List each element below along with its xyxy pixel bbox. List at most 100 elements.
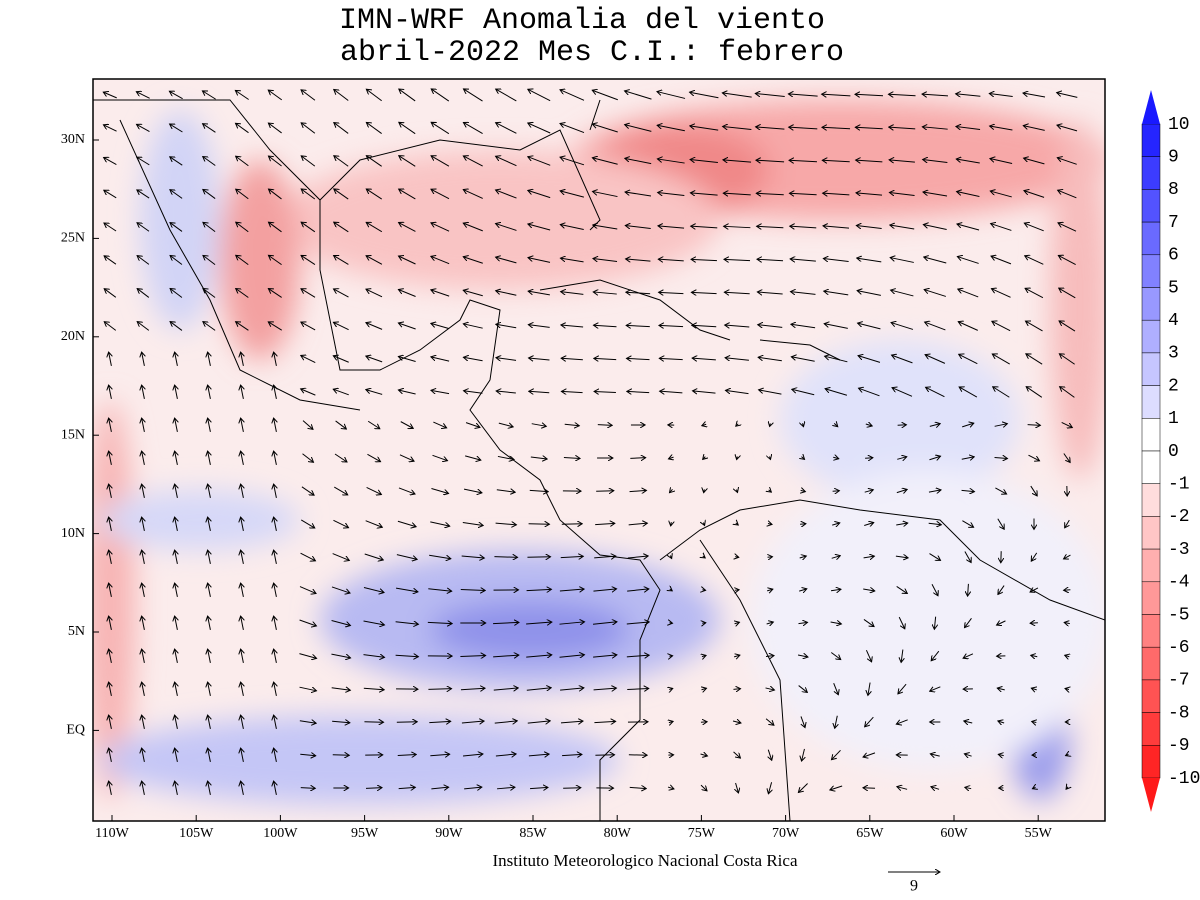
wind-vector <box>301 222 316 233</box>
colorbar-box <box>1141 319 1161 354</box>
wind-vector <box>626 655 649 657</box>
colorbar-label: -1 <box>1168 474 1190 494</box>
colorbar-label: 9 <box>1168 147 1179 167</box>
wind-vector <box>334 89 349 101</box>
lat-label: 30N <box>61 132 85 147</box>
wind-vector <box>528 258 551 263</box>
wind-vector <box>790 226 817 228</box>
wind-vector <box>856 226 882 229</box>
wind-vector <box>142 484 145 498</box>
wind-vector <box>241 385 244 399</box>
wind-vector <box>302 420 313 430</box>
wind-vector <box>563 458 580 459</box>
subtitle: abril-2022 Mes C.I.: febrero <box>340 36 844 70</box>
wind-vector <box>855 94 884 95</box>
wind-vector <box>560 225 584 230</box>
wind-vector <box>993 387 1010 398</box>
wind-vector <box>1024 191 1045 198</box>
wind-vector <box>669 721 673 722</box>
wind-vector <box>109 781 112 795</box>
wind-vector <box>735 590 739 591</box>
wind-vector <box>463 324 483 329</box>
wind-vector <box>463 257 483 264</box>
wind-vector <box>203 189 216 199</box>
wind-vector <box>670 589 672 591</box>
wind-vector <box>104 157 117 165</box>
wind-vector <box>496 291 517 296</box>
wind-vector <box>1058 223 1077 232</box>
wind-vector <box>934 616 935 630</box>
wind-vector <box>208 517 211 531</box>
wind-vector <box>1060 387 1075 398</box>
wind-vector <box>109 385 112 399</box>
wind-vector <box>593 191 618 198</box>
wind-vector <box>427 622 452 623</box>
wind-vector <box>365 520 383 528</box>
title: IMN-WRF Anomalia del viento <box>339 4 825 38</box>
wind-vector <box>594 556 616 558</box>
wind-vector <box>463 357 483 362</box>
colorbar-bottom <box>1142 778 1160 812</box>
wind-vector <box>301 189 316 200</box>
wind-vector <box>801 490 806 491</box>
wind-vector <box>832 491 840 492</box>
wind-vector <box>460 688 485 690</box>
wind-vector <box>170 190 183 199</box>
wind-vector <box>428 689 451 690</box>
wind-vector <box>998 721 1005 723</box>
wind-vector <box>241 649 244 663</box>
wind-vector <box>109 583 112 597</box>
map-field <box>93 79 1105 821</box>
wind-vector <box>241 748 244 762</box>
lon-label: 85W <box>519 826 547 841</box>
wind-vector <box>1027 425 1041 426</box>
map-frame <box>92 78 1106 822</box>
wind-vector <box>625 192 652 197</box>
wind-vector <box>929 424 940 427</box>
wind-vector <box>723 160 752 162</box>
wind-vector <box>898 616 905 629</box>
colorbar-label: -9 <box>1168 736 1190 756</box>
wind-vector <box>202 91 216 100</box>
wind-vector <box>175 748 178 762</box>
wind-vector <box>109 616 112 630</box>
wind-vector <box>142 616 145 630</box>
wind-vector <box>998 585 1005 595</box>
wind-vector <box>1064 590 1071 591</box>
wind-vector <box>1032 787 1035 788</box>
wind-vector <box>560 90 585 101</box>
wind-vector <box>799 556 807 558</box>
wind-vector <box>496 190 517 199</box>
wind-vector <box>1024 223 1044 232</box>
wind-vector <box>831 749 841 759</box>
wind-vector <box>1057 158 1077 165</box>
colorbar-label: 5 <box>1168 278 1179 298</box>
wind-vector <box>366 487 382 494</box>
wind-vector <box>268 289 282 298</box>
wind-vector <box>241 583 244 597</box>
wind-vector <box>723 126 752 131</box>
wind-vector <box>334 189 349 200</box>
wind-vector <box>142 715 145 729</box>
wind-vector <box>528 291 550 296</box>
wind-vector <box>241 352 244 366</box>
wind-vector <box>890 258 914 263</box>
wind-vector <box>737 457 738 460</box>
wind-vector <box>825 389 848 396</box>
wind-vector <box>241 451 244 465</box>
wind-vector <box>528 123 551 134</box>
lat-label: 25N <box>61 231 85 246</box>
colorbar-box <box>1141 156 1161 190</box>
wind-vector <box>625 226 651 229</box>
wind-vector <box>142 352 145 366</box>
colorbar-box <box>1141 646 1161 681</box>
wind-vector <box>300 788 316 789</box>
wind-vector <box>863 589 875 591</box>
wind-vector <box>366 89 382 102</box>
wind-vector <box>627 358 650 359</box>
wind-vector <box>658 226 685 228</box>
wind-vector <box>594 358 617 359</box>
wind-vector <box>334 256 349 265</box>
wind-vector <box>399 122 416 135</box>
wind-vector <box>529 391 550 392</box>
